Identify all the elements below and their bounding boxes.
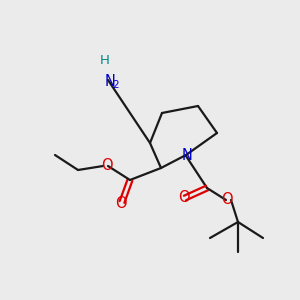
Text: 2: 2 (113, 80, 119, 90)
Text: O: O (101, 158, 113, 172)
Text: H: H (100, 53, 110, 67)
Text: N: N (182, 148, 192, 163)
Text: N: N (105, 74, 116, 88)
Text: O: O (221, 191, 233, 206)
Text: O: O (178, 190, 190, 206)
Text: O: O (115, 196, 127, 211)
